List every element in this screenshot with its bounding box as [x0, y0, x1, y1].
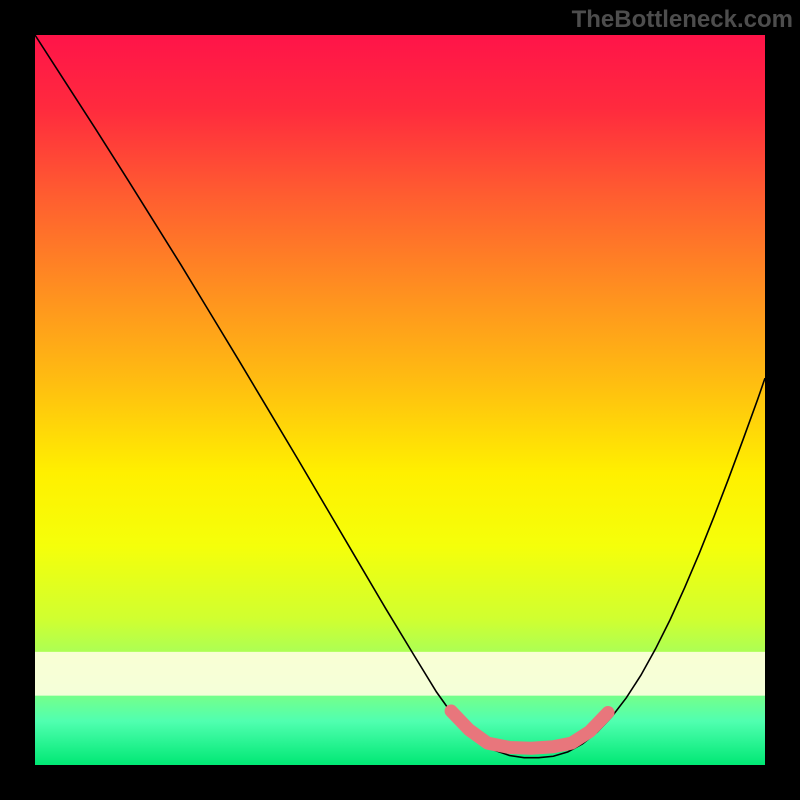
watermark-text: TheBottleneck.com	[572, 6, 793, 34]
acceptable-band	[35, 652, 765, 696]
bottleneck-chart	[0, 0, 800, 800]
